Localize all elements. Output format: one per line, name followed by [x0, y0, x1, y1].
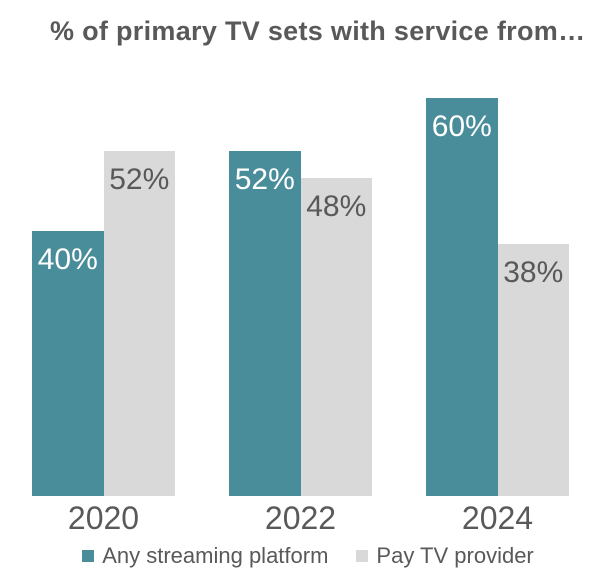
legend-item-paytv: Pay TV provider [356, 543, 534, 569]
x-axis-label-2022: 2022 [264, 500, 337, 536]
x-axis-label-2020: 2020 [67, 500, 140, 536]
legend-label-streaming: Any streaming platform [102, 543, 329, 568]
bar-group-2024: 60% 38% 2024 [426, 0, 569, 536]
bar-group-2020: 40% 52% 2020 [32, 0, 175, 536]
x-axis-label-2024: 2024 [461, 500, 534, 536]
bar-value-label: 60% [431, 110, 492, 143]
legend-item-streaming: Any streaming platform [82, 543, 328, 569]
bar-2020-series-1: 52% [103, 151, 175, 496]
bar-group-2022: 52% 48% 2022 [229, 0, 372, 536]
bar-value-label: 52% [109, 163, 170, 196]
bar-value-label: 52% [234, 163, 295, 196]
bar-value-label: 48% [306, 190, 367, 223]
plot-area: 40% 52% 2020 52% 48% 2022 60% 38% 2024 [32, 0, 569, 536]
bar-value-label: 40% [37, 243, 98, 276]
bar-2024-series-1: 38% [497, 244, 569, 496]
bar-2020-series-0: 40% [32, 231, 104, 496]
bar-2022-series-1: 48% [300, 178, 372, 496]
legend-label-paytv: Pay TV provider [376, 543, 534, 568]
legend-swatch-streaming-icon [82, 550, 95, 562]
chart-title: % of primary TV sets with service from… [50, 16, 586, 46]
bar-2022-series-0: 52% [229, 151, 301, 496]
legend: Any streaming platform Pay TV provider [0, 543, 616, 569]
bar-value-label: 38% [503, 256, 564, 289]
bar-2024-series-0: 60% [426, 98, 498, 496]
legend-swatch-paytv-icon [356, 550, 369, 562]
